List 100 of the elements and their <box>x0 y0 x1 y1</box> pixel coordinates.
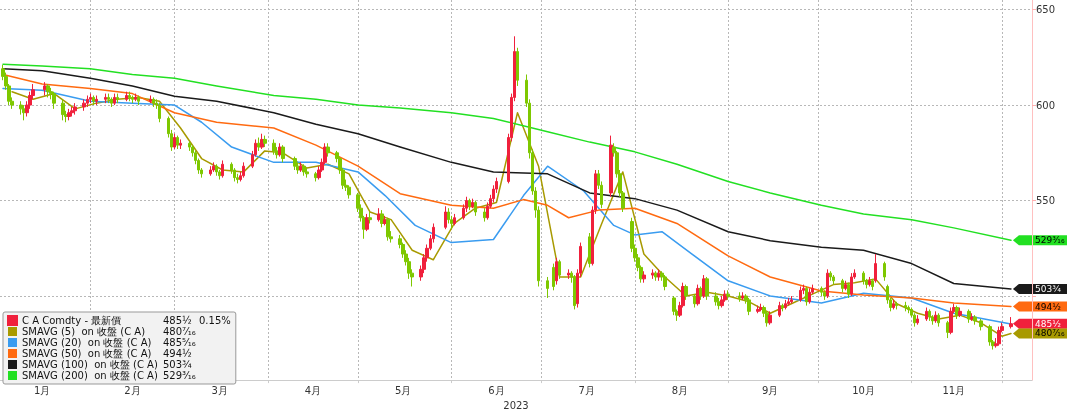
candlestick <box>61 98 65 121</box>
annotation: 529³⁄₁₆ <box>163 370 196 381</box>
candlestick <box>176 135 179 150</box>
candlestick <box>949 307 953 335</box>
legend-label: SMAVG (50) on 收盤 (C A) <box>22 348 152 359</box>
candlestick <box>281 144 285 163</box>
candlestick <box>149 95 152 104</box>
annotation: 485½ <box>1035 318 1062 329</box>
candlestick <box>844 280 847 291</box>
candlestick <box>113 93 116 106</box>
candlestick <box>73 102 77 116</box>
candlestick <box>116 93 119 104</box>
x-tick-label: 2月 <box>124 384 141 396</box>
candlestick <box>296 161 300 175</box>
candlestick <box>347 184 351 200</box>
candlestick <box>651 268 655 280</box>
annotation: 485½ <box>163 315 193 326</box>
candlestick <box>759 303 763 312</box>
candlestick <box>778 301 781 318</box>
candlestick <box>293 156 297 171</box>
candlestick <box>967 308 971 324</box>
candlestick <box>823 289 826 301</box>
candlestick <box>215 163 218 177</box>
candlestick <box>973 314 977 326</box>
candlestick <box>826 268 829 299</box>
candlestick <box>453 213 456 226</box>
candlestick <box>558 259 561 280</box>
candlestick <box>970 312 974 322</box>
candlestick <box>567 268 570 280</box>
candlestick <box>895 301 898 310</box>
candlestick <box>67 108 71 121</box>
annotation: 0.15% <box>199 315 231 326</box>
candlestick <box>365 213 369 232</box>
candlestick <box>70 106 74 118</box>
candlestick <box>299 161 303 173</box>
candlestick <box>260 133 264 150</box>
y-tick-label: 650 <box>1036 4 1056 16</box>
legend-label: SMAVG (200) on 收盤 (C A) <box>22 370 158 381</box>
candlestick <box>684 284 688 301</box>
candlestick <box>516 47 519 87</box>
candlestick <box>726 289 730 301</box>
candlestick <box>654 270 658 282</box>
legend-label: SMAVG (100) on 收盤 (C A) <box>22 359 158 370</box>
annotation: 529³⁄₁₆ <box>1035 235 1065 246</box>
candlestick <box>212 161 215 173</box>
candlestick <box>86 95 89 108</box>
candlestick <box>137 95 140 106</box>
x-tick-label: 5月 <box>394 384 412 396</box>
candlestick <box>468 198 471 211</box>
candlestick <box>790 295 793 305</box>
candlestick <box>768 310 772 326</box>
candlestick <box>302 163 306 177</box>
candlestick <box>663 274 667 291</box>
candlestick <box>937 312 940 328</box>
candlestick <box>89 93 92 104</box>
y-tick-label: 600 <box>1036 99 1056 111</box>
x-tick-label: 7月 <box>578 384 595 396</box>
candlestick <box>104 93 107 104</box>
candlestick <box>125 91 128 102</box>
candlestick <box>444 205 447 230</box>
x-axis-title: 2023 <box>503 399 529 411</box>
candlestick <box>705 276 709 301</box>
candlestick <box>128 91 131 102</box>
candlestick <box>799 286 802 303</box>
candlestick <box>573 274 576 310</box>
candlestick <box>997 326 1001 347</box>
candlestick <box>696 284 700 307</box>
candlestick <box>883 261 886 282</box>
x-tick-label: 4月 <box>304 384 322 396</box>
candlestick <box>46 83 50 98</box>
candlestick <box>368 211 372 224</box>
candlestick <box>22 104 26 121</box>
candlestick <box>928 308 931 322</box>
candlestick <box>714 291 718 307</box>
candlestick <box>820 286 823 297</box>
candlestick <box>892 299 895 310</box>
annotation: 480⁷⁄₁₆ <box>163 326 196 337</box>
candlestick <box>82 98 86 112</box>
candlestick <box>209 165 212 177</box>
x-tick-label: 10月 <box>852 384 875 396</box>
candlestick <box>110 96 113 108</box>
candlestick <box>383 215 387 226</box>
annotation: 503¾ <box>1035 283 1062 294</box>
candlestick <box>904 301 907 312</box>
candlestick <box>107 93 110 104</box>
candlestick <box>92 95 95 106</box>
candlestick <box>131 95 134 104</box>
candlestick <box>907 305 910 314</box>
candlestick <box>874 253 877 284</box>
candlestick <box>747 297 751 316</box>
candlestick <box>988 324 992 347</box>
candlestick <box>474 200 477 217</box>
candlestick <box>19 100 23 116</box>
candlestick <box>832 274 835 286</box>
candlestick <box>862 270 865 286</box>
candlestick <box>152 96 155 108</box>
candlestick <box>847 282 850 299</box>
candlestick <box>326 142 330 158</box>
candlestick <box>158 102 161 123</box>
candlestick <box>784 299 787 310</box>
